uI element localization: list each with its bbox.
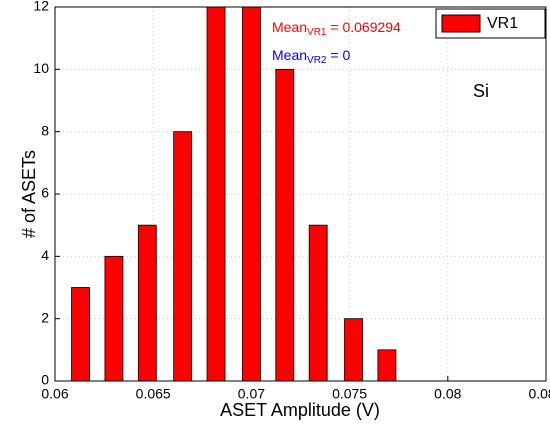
- x-tick-label: 0.08: [434, 386, 461, 402]
- bar: [344, 318, 363, 382]
- annotation-rest: = 0.069294: [326, 19, 401, 35]
- annotation-text: Si: [473, 81, 489, 101]
- x-axis-label: ASET Amplitude (V): [220, 400, 380, 420]
- legend-swatch: [441, 14, 481, 33]
- y-tick-label: 2: [41, 309, 49, 325]
- y-tick-label: 12: [33, 0, 49, 14]
- y-tick-label: 6: [41, 185, 49, 201]
- x-tick-label: 0.085: [528, 386, 550, 402]
- bar: [104, 255, 124, 382]
- annotation-text: Mean: [272, 47, 307, 63]
- x-tick-label: 0.07: [238, 386, 265, 402]
- bar: [71, 287, 90, 382]
- y-tick-label: 10: [33, 60, 49, 76]
- x-tick-label: 0.065: [136, 386, 171, 402]
- annotation-subscript: VR2: [307, 55, 327, 66]
- y-tick-label: 0: [41, 372, 49, 388]
- bar: [308, 224, 328, 382]
- bar: [241, 6, 261, 382]
- plot-frame: [54, 6, 547, 382]
- x-tick-label: 0.06: [41, 386, 68, 402]
- annotation: MeanVR2 = 0: [272, 47, 350, 66]
- annotation-rest: = 0: [326, 47, 350, 63]
- annotation: MeanVR1 = 0.069294: [272, 19, 401, 38]
- annotation-subscript: VR1: [307, 27, 327, 38]
- bar: [173, 131, 193, 382]
- y-tick-label: 4: [41, 247, 49, 263]
- annotation-text: Mean: [272, 19, 307, 35]
- bar: [377, 349, 397, 382]
- legend-label: VR1: [487, 15, 518, 32]
- y-tick-label: 8: [41, 122, 49, 138]
- y-axis-label: # of ASETs: [19, 150, 39, 238]
- annotation: Si: [473, 81, 489, 101]
- bar: [206, 6, 226, 382]
- x-tick-label: 0.075: [332, 386, 367, 402]
- bar: [137, 224, 157, 382]
- bar: [275, 68, 295, 382]
